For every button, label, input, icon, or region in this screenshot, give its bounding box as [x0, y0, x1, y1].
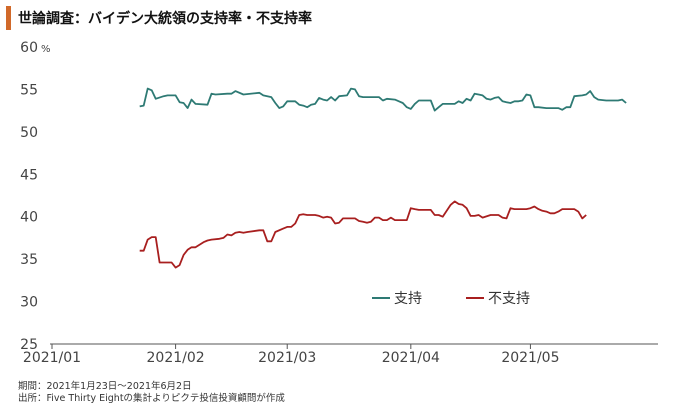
- series-line-disapprove: [139, 200, 587, 269]
- x-tick-label: 2021/01: [23, 350, 81, 366]
- y-tick-label: 35: [20, 252, 38, 268]
- x-tick-label: 2021/04: [382, 350, 440, 366]
- legend-label: 不支持: [488, 291, 530, 307]
- x-tick-label: 2021/02: [147, 350, 205, 366]
- legend: 支持 不支持: [372, 291, 530, 307]
- legend-label: 支持: [394, 291, 422, 307]
- series-lines: [139, 87, 627, 269]
- y-unit-label: %: [41, 44, 51, 55]
- footnote-period: 期間：2021年1月23日～2021年6月2日: [18, 381, 192, 392]
- series-line-approve: [139, 87, 627, 112]
- y-tick-label: 30: [20, 295, 38, 311]
- y-tick-label: 25: [20, 337, 38, 353]
- x-tick-label: 2021/03: [258, 350, 316, 366]
- y-tick-label: 40: [20, 210, 38, 226]
- y-tick-label: 60: [20, 40, 38, 56]
- y-tick-label: 55: [20, 82, 38, 98]
- footnote-source: 出所：Five Thirty Eightの集計よりピクテ投信投資顧問が作成: [18, 393, 285, 404]
- title-accent-bar: [6, 6, 11, 30]
- x-axis: 2021/01 2021/02 2021/03 2021/04 2021/05: [23, 343, 658, 366]
- chart-title: 世論調査：バイデン大統領の支持率・不支持率: [18, 11, 312, 27]
- y-tick-label: 45: [20, 167, 38, 183]
- x-tick-label: 2021/05: [501, 350, 559, 366]
- y-axis-ticks: 60 55 50 45 40 35 30 25%: [20, 40, 50, 353]
- y-tick-label: 50: [20, 125, 38, 141]
